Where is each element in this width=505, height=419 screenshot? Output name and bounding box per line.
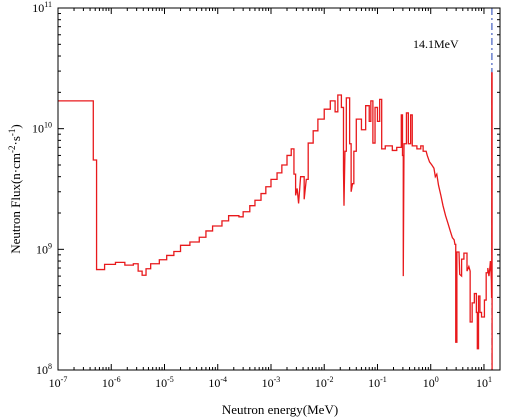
flux-series-line <box>58 72 493 370</box>
y-tick-label: 1011 <box>32 0 52 15</box>
y-axis-title-part-3: ) <box>8 124 23 128</box>
y-axis-title-part-2: ·s <box>8 136 23 145</box>
x-tick-label-exponent: -2 <box>327 375 334 384</box>
x-tick-label-base: 10 <box>262 376 274 390</box>
x-tick-label-exponent: -6 <box>114 375 121 384</box>
y-tick-label-exponent: 11 <box>44 0 52 9</box>
y-tick-label-base: 10 <box>32 1 44 15</box>
x-tick-label-exponent: -4 <box>220 375 227 384</box>
y-tick-label: 108 <box>36 362 52 377</box>
y-axis-title-exp-2: -1 <box>7 129 17 137</box>
x-tick-label-base: 10 <box>315 376 327 390</box>
x-tick-label: 10-7 <box>49 375 68 390</box>
x-tick-label-base: 10 <box>368 376 380 390</box>
x-tick-label-exponent: 0 <box>435 375 439 384</box>
x-tick-label-base: 10 <box>476 376 488 390</box>
tick-labels: 10-7 10-6 10-5 10-4 10-3 10-2 10-1 100 101108109… <box>32 0 492 390</box>
x-tick-label: 10-1 <box>368 375 387 390</box>
x-tick-label: 101 <box>476 375 492 390</box>
y-tick-label-base: 10 <box>32 122 44 136</box>
x-tick-label-base: 10 <box>155 376 167 390</box>
x-tick-label: 10-2 <box>315 375 334 390</box>
x-axis-title: Neutron energy(MeV) <box>222 402 338 417</box>
y-tick-label-base: 10 <box>36 242 48 256</box>
x-tick-label-exponent: -3 <box>274 375 281 384</box>
y-tick-label: 109 <box>36 241 52 256</box>
x-tick-label-exponent: 1 <box>488 375 492 384</box>
x-tick-label-exponent: -7 <box>61 375 68 384</box>
y-tick-label-base: 10 <box>36 363 48 377</box>
x-tick-label-base: 10 <box>49 376 61 390</box>
x-tick-label-base: 10 <box>208 376 220 390</box>
x-tick-label: 100 <box>423 375 439 390</box>
x-tick-label: 10-5 <box>155 375 174 390</box>
plot-frame <box>57 7 501 371</box>
x-tick-label-exponent: -1 <box>380 375 387 384</box>
x-tick-label-base: 10 <box>102 376 114 390</box>
x-tick-label: 10-3 <box>262 375 281 390</box>
x-tick-label: 10-4 <box>208 375 227 390</box>
y-axis-title: Neutron Flux(n·cm-2·s-1) <box>7 124 23 253</box>
y-axis-title-part-1: Neutron Flux(n·cm <box>8 153 23 254</box>
x-tick-label-base: 10 <box>423 376 435 390</box>
x-tick-label: 10-6 <box>102 375 121 390</box>
annotation-14-1mev: 14.1MeV <box>413 37 459 51</box>
y-tick-label-exponent: 9 <box>48 241 52 250</box>
x-tick-label-exponent: -5 <box>167 375 174 384</box>
plot-content <box>58 8 493 370</box>
y-tick-label: 1010 <box>32 121 52 136</box>
y-tick-label-exponent: 8 <box>48 362 52 371</box>
y-axis-title-exp-1: -2 <box>7 146 17 154</box>
y-tick-label-exponent: 10 <box>44 121 52 130</box>
